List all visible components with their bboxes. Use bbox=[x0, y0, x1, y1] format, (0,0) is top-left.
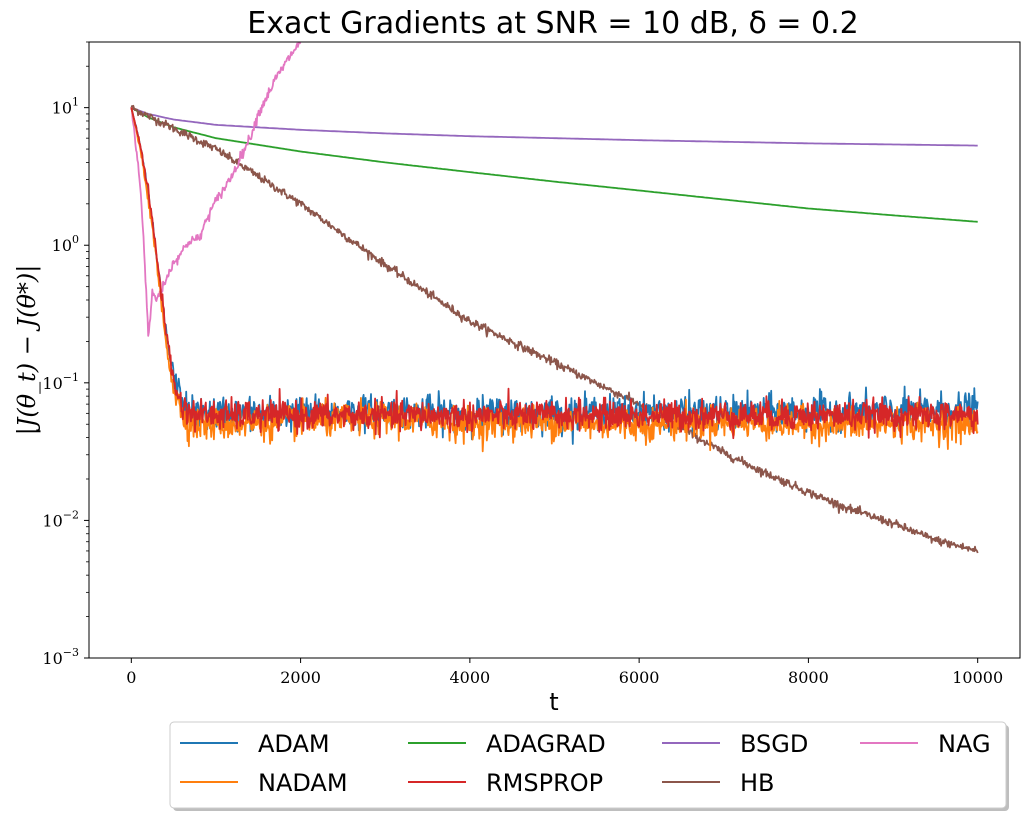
y-tick-exponent: 0 bbox=[72, 233, 79, 246]
y-tick-exponent: −1 bbox=[63, 371, 79, 384]
legend-label-rmsprop: RMSPROP bbox=[486, 769, 603, 797]
y-tick-label: 10−3 bbox=[42, 646, 79, 668]
y-tick-exponent: −2 bbox=[63, 508, 79, 521]
y-tick-exponent: −3 bbox=[63, 646, 79, 659]
x-tick-label: 6000 bbox=[619, 668, 660, 687]
series-line-nadam bbox=[130, 107, 979, 453]
y-tick-base: 10 bbox=[52, 99, 72, 118]
y-tick-base: 10 bbox=[52, 236, 72, 255]
series-layer bbox=[130, 42, 979, 554]
chart-title: Exact Gradients at SNR = 10 dB, δ = 0.2 bbox=[247, 6, 859, 41]
series-line-rmsprop bbox=[130, 107, 979, 440]
y-axis-label: |J(θ_t) − J(θ*)| bbox=[13, 265, 42, 436]
series-line-hb bbox=[130, 104, 979, 554]
x-tick-label: 4000 bbox=[450, 668, 491, 687]
x-axis-label: t bbox=[549, 688, 558, 716]
x-tick-label: 10000 bbox=[952, 668, 1003, 687]
x-tick-label: 0 bbox=[126, 668, 136, 687]
y-tick-label: 101 bbox=[52, 96, 79, 118]
y-tick-exponent: 1 bbox=[72, 96, 79, 109]
y-tick-base: 10 bbox=[42, 649, 62, 668]
y-tick-base: 10 bbox=[42, 374, 62, 393]
x-tick-label: 2000 bbox=[280, 668, 321, 687]
y-tick-base: 10 bbox=[42, 511, 62, 530]
legend-label-nag: NAG bbox=[938, 730, 991, 758]
legend-items: ADAM NADAM ADAGRAD RMSPROP BSGD HB NAG bbox=[180, 730, 991, 797]
y-tick-label: 10−1 bbox=[42, 371, 79, 393]
legend-label-adam: ADAM bbox=[258, 730, 330, 758]
legend-label-bsgd: BSGD bbox=[740, 730, 808, 758]
legend-label-hb: HB bbox=[740, 769, 775, 797]
plot-area-frame bbox=[88, 41, 1021, 659]
x-tick-label: 8000 bbox=[788, 668, 829, 687]
legend: ADAM NADAM ADAGRAD RMSPROP BSGD HB NAG bbox=[169, 721, 1009, 811]
series-line-bsgd bbox=[130, 106, 978, 147]
y-tick-label: 100 bbox=[52, 233, 79, 255]
x-axis: 0 2000 4000 6000 8000 10000 bbox=[126, 658, 1003, 687]
legend-label-adagrad: ADAGRAD bbox=[486, 730, 606, 758]
legend-frame bbox=[169, 721, 1007, 809]
series-line-adagrad bbox=[130, 106, 978, 223]
y-tick-label: 10−2 bbox=[42, 508, 79, 530]
series-line-nag bbox=[130, 42, 302, 337]
legend-label-nadam: NADAM bbox=[258, 769, 348, 797]
